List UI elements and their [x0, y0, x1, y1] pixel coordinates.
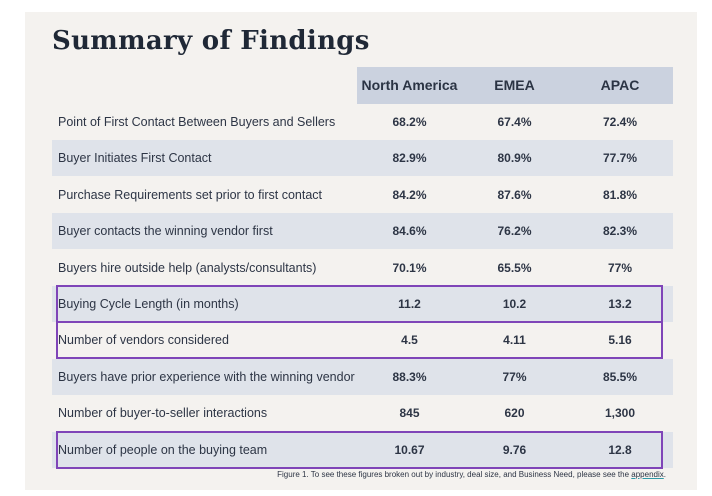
- value-north-america: 68.2%: [392, 115, 427, 129]
- table-row: Number of people on the buying team 10.67…: [52, 432, 673, 468]
- value-apac: 77%: [607, 261, 633, 275]
- table-header: [357, 67, 673, 104]
- value-north-america: 82.9%: [392, 151, 427, 165]
- value-apac: 81.8%: [602, 188, 638, 202]
- row-label: Buyers have prior experience with the wi…: [58, 370, 355, 384]
- value-emea: 67.4%: [497, 115, 532, 129]
- value-apac: 12.8: [608, 443, 632, 457]
- value-emea: 10.2: [502, 297, 527, 311]
- value-apac: 1,300: [604, 406, 636, 420]
- table-row: Buyers have prior experience with the wi…: [52, 359, 673, 395]
- caption-end: .: [663, 470, 666, 479]
- table-row: Buyers hire outside help (analysts/consu…: [52, 250, 673, 286]
- row-label: Number of buyer-to-seller interactions: [58, 406, 268, 420]
- value-north-america: 84.2%: [392, 188, 427, 202]
- column-header-apac: APAC: [600, 77, 640, 93]
- value-apac: 5.16: [608, 333, 632, 347]
- value-emea: 620: [504, 406, 525, 420]
- value-apac: 85.5%: [602, 370, 638, 384]
- row-label: Buyer contacts the winning vendor first: [58, 224, 273, 238]
- value-north-america: 845: [399, 406, 420, 420]
- column-header-north-america: North America: [361, 77, 458, 93]
- row-label: Purchase Requirements set prior to first…: [58, 188, 323, 202]
- value-apac: 77.7%: [602, 151, 638, 165]
- row-label: Buying Cycle Length (in months): [58, 297, 239, 311]
- value-north-america: 10.67: [394, 443, 425, 457]
- value-emea: 80.9%: [497, 151, 532, 165]
- value-north-america: 88.3%: [392, 370, 427, 384]
- appendix-link[interactable]: appendix: [631, 470, 664, 479]
- row-label: Buyer Initiates First Contact: [58, 151, 212, 165]
- page-title: Summary of Findings: [52, 26, 370, 56]
- value-emea: 87.6%: [497, 188, 532, 202]
- table-row: Buying Cycle Length (in months) 11.2 10.2 1…: [52, 286, 673, 322]
- row-label: Buyers hire outside help (analysts/consu…: [58, 261, 317, 275]
- column-header-emea: EMEA: [494, 77, 535, 93]
- value-apac: 72.4%: [602, 115, 638, 129]
- value-emea: 9.76: [502, 443, 527, 457]
- value-emea: 77%: [502, 370, 527, 384]
- value-apac: 82.3%: [602, 224, 638, 238]
- table-row: Number of buyer-to-seller interactions 84…: [52, 395, 673, 431]
- table-row: Buyer contacts the winning vendor first 8…: [52, 213, 673, 249]
- row-label: Number of people on the buying team: [58, 443, 268, 457]
- value-emea: 65.5%: [497, 261, 532, 275]
- value-emea: 4.11: [503, 333, 526, 347]
- caption-text: Figure 1. To see these figures broken ou…: [277, 470, 632, 479]
- value-apac: 13.2: [608, 297, 632, 311]
- row-label: Point of First Contact Between Buyers an…: [58, 115, 336, 129]
- value-north-america: 4.5: [401, 333, 418, 347]
- row-label: Number of vendors considered: [58, 333, 229, 347]
- value-emea: 76.2%: [497, 224, 532, 238]
- figure-caption: Figure 1. To see these figures broken ou…: [277, 470, 666, 479]
- table-row: Purchase Requirements set prior to first…: [52, 177, 673, 213]
- value-north-america: 11.2: [398, 297, 421, 311]
- table-row: Number of vendors considered 4.5 4.11 5.16: [52, 322, 673, 358]
- value-north-america: 70.1%: [392, 261, 427, 275]
- table-row: Buyer Initiates First Contact 82.9% 80.9% 7…: [52, 140, 673, 176]
- value-north-america: 84.6%: [392, 224, 427, 238]
- table-row: Point of First Contact Between Buyers an…: [52, 104, 673, 140]
